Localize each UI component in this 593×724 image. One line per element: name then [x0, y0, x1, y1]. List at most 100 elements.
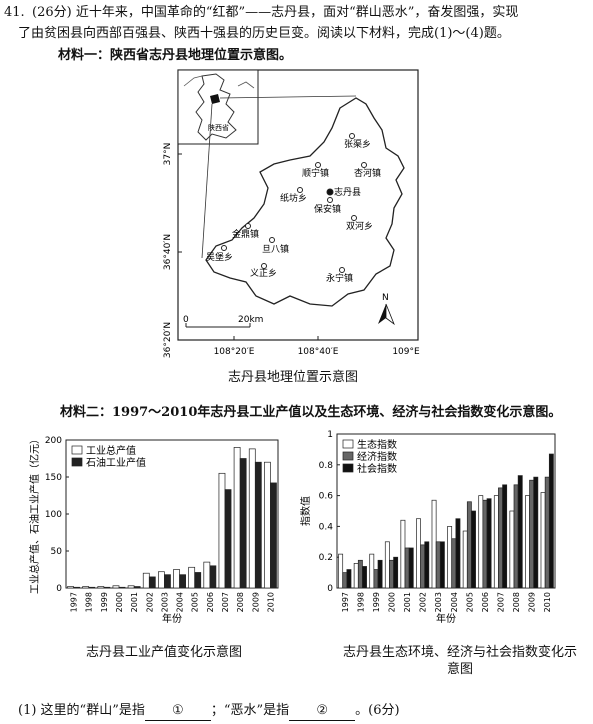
shaanxi-outline	[195, 73, 237, 141]
chart2-legend-swatch	[342, 439, 354, 449]
chart2-bar	[393, 556, 399, 589]
chart2-xtick-label: 2010	[543, 592, 552, 612]
chart1-ytick-label: 150	[45, 473, 62, 483]
chart2-ytick-label: 0.6	[319, 492, 334, 502]
chart2-bar	[435, 541, 441, 589]
industrial-output-chart: 0 50 100 150 200 1997 1998 1999 2000 2001 2002 2003…	[28, 434, 279, 625]
chart2-xtick-label: 2009	[528, 592, 537, 612]
chart1-legend-label: 工业总产值	[86, 444, 136, 457]
chart1-legend-label: 石油工业产值	[86, 456, 146, 469]
chart1-bar	[264, 461, 271, 589]
chart2-legend-swatch	[342, 463, 354, 473]
chart1-bar	[73, 586, 80, 589]
chart2-bar	[346, 569, 352, 589]
chart2-xtick-label: 2008	[512, 592, 521, 612]
chart2-bar	[373, 569, 379, 589]
chart2-bar	[451, 538, 457, 589]
place-baoan: 保安镇	[314, 203, 341, 215]
chart1-xtick-label: 2001	[130, 592, 139, 612]
chart1-bar	[224, 489, 232, 589]
chart2-bar	[482, 499, 488, 589]
svg-text:N: N	[382, 293, 389, 303]
chart2-bar	[400, 519, 406, 589]
chart1-xtick-label: 2004	[176, 592, 185, 612]
chart1-xtick-label: 1997	[70, 592, 79, 612]
chart2-bar	[353, 563, 359, 589]
place-shunning: 顺宁镇	[302, 167, 329, 179]
chart1-bar	[270, 482, 277, 589]
chart2-legend-label: 社会指数	[357, 462, 397, 475]
chart2-ytick-label: 0.4	[319, 522, 334, 532]
chart2-caption: 志丹县生态环境、经济与社会指数变化示意图	[342, 645, 577, 677]
chart2-bar	[342, 572, 348, 589]
chart1-ylabel: 工业总产值、石油工业产值（亿元）	[28, 434, 41, 594]
chart1-xtick-label: 2007	[221, 592, 230, 612]
chart2-xtick-label: 1999	[372, 592, 381, 612]
chart2-bar	[439, 541, 445, 589]
chart2-bar	[404, 547, 410, 589]
chart2-xtick-label: 2003	[434, 592, 443, 612]
chart2-bar	[447, 526, 453, 589]
chart1-bar	[142, 572, 150, 589]
lon-label-10840: 108°40′E	[298, 347, 339, 357]
chart1-xtick-label: 2005	[191, 592, 200, 612]
chart1-bar	[248, 448, 256, 589]
chart1-xtick-label: 1999	[100, 592, 109, 612]
lat-label-3620: 36°20′N	[163, 322, 173, 358]
chart1-ytick-label: 100	[45, 510, 62, 520]
chart2-legend-label: 经济指数	[357, 450, 397, 463]
material2-title: 材料二：1997～2010年志丹县工业产值以及生态环境、经济与社会指数变化示意图…	[60, 405, 562, 420]
chart1-bar	[67, 586, 74, 589]
place-markers	[221, 133, 367, 273]
place-zhifang: 纸坊乡	[280, 192, 307, 204]
chart2-ytick-label: 1	[327, 430, 333, 440]
index-chart: 0 0.2 0.4 0.6 0.8 1 1997 1998 1999 2000 2001 2002 20…	[299, 430, 556, 625]
chart1-xtick-label: 1998	[85, 592, 94, 612]
chart1-legend-swatch	[71, 445, 83, 455]
chart2-bar	[408, 547, 414, 589]
chart2-bar	[338, 553, 344, 589]
chart2-bar	[517, 475, 523, 589]
chart2-bar	[462, 530, 468, 589]
inset-label: 陕西省	[208, 123, 229, 132]
chart1-bar	[112, 585, 120, 589]
chart1-bar	[218, 472, 226, 589]
lat-label-37: 37°N	[163, 143, 173, 166]
chart2-bar	[416, 518, 421, 589]
chart1-xtick-label: 2008	[236, 592, 245, 612]
location-map: 陕西省 张渠乡 顺宁镇 杏河镇 纸坊乡 志丹县 保安镇 双河乡 金鼎镇 旦八镇 …	[163, 69, 420, 358]
chart1-xtick-label: 2003	[160, 592, 169, 612]
svg-text:0: 0	[183, 315, 189, 325]
chart2-xtick-label: 2007	[497, 592, 506, 612]
chart2-xtick-label: 2001	[403, 592, 412, 612]
chart1-bar	[148, 576, 156, 589]
question-line-2: 了由贫困县向西部百强县、陕西十强县的历史巨变。阅读以下材料，完成(1)～(4)题…	[18, 26, 510, 41]
chart1-bar	[203, 561, 211, 589]
chart1-ytick-label: 200	[45, 436, 62, 446]
zhidan-inset-mark	[210, 94, 220, 104]
sub-question-text: (1) 这里的“群山”是指	[18, 703, 145, 718]
north-arrow-icon: N	[378, 293, 395, 326]
lon-label-10820: 108°20′E	[214, 347, 255, 357]
answer-blank-2[interactable]: ②	[289, 702, 356, 721]
chart2-bar	[498, 487, 503, 589]
chart2-ylabel: 指数值	[299, 496, 312, 526]
chart2-ytick-label: 0.8	[319, 461, 334, 471]
chart1-bar	[194, 572, 202, 589]
chart2-bar	[525, 495, 530, 589]
answer-blank-1[interactable]: ①	[144, 702, 211, 721]
place-zhidan-county: 志丹县	[334, 186, 361, 198]
chart2-bar	[502, 484, 508, 589]
place-yongning: 永宁镇	[326, 272, 353, 284]
chart1-xtick-label: 2010	[266, 592, 275, 612]
chart1-bar	[133, 586, 141, 589]
lat-label-3640: 36°40′N	[163, 234, 173, 270]
chart2-bar	[548, 453, 554, 589]
chart2-xtick-label: 1998	[356, 592, 365, 612]
chart1-xtick-label: 2002	[145, 592, 154, 612]
chart2-bar	[384, 541, 390, 589]
chart2-bar	[513, 484, 519, 589]
chart2-xtick-label: 2004	[450, 592, 459, 612]
question-number: 41.	[4, 5, 25, 20]
chart2-bar	[377, 559, 383, 589]
